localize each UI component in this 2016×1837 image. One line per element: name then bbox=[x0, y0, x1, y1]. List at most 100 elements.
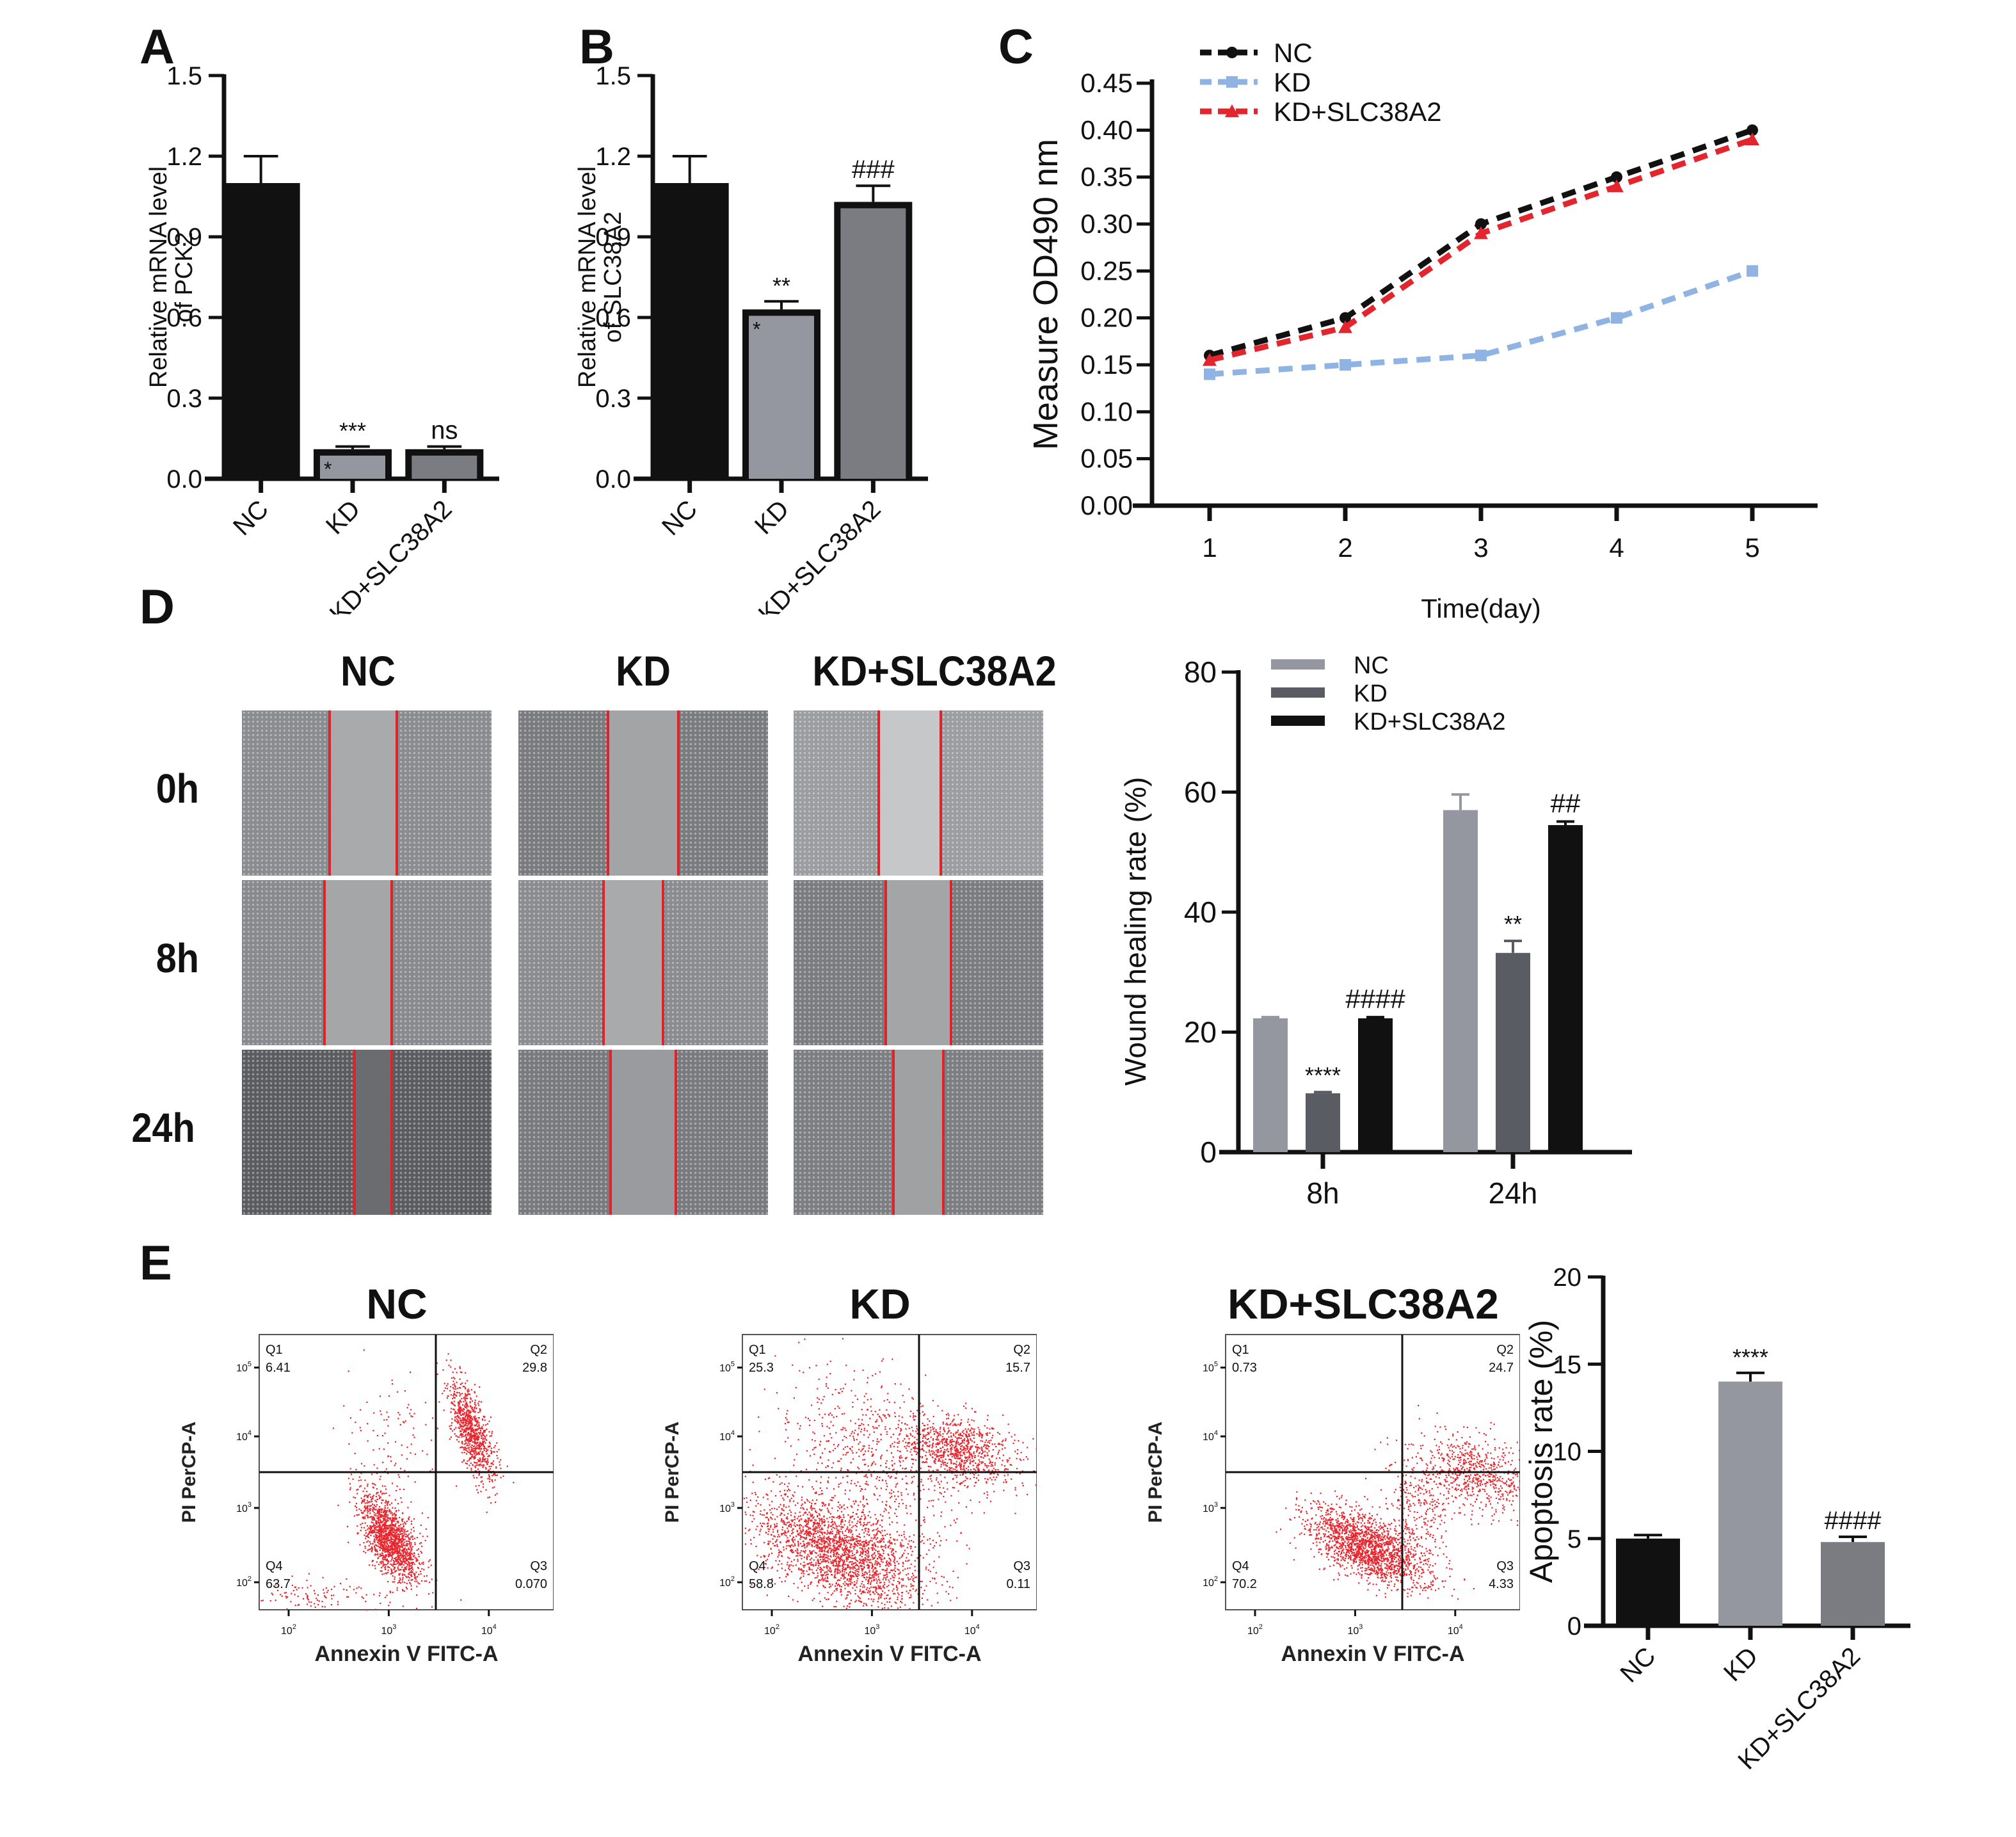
data-point bbox=[1745, 132, 1759, 145]
bar bbox=[1358, 1018, 1393, 1152]
flow-plot-kd-slc38a2: KD+SLC38A2 Q1 0.73 Q2 24.7 Q4 70.2 Q3 4.33 102 103… bbox=[1145, 1280, 1520, 1666]
legend-item: KD bbox=[1200, 67, 1311, 97]
significance-label: **** bbox=[1732, 1344, 1768, 1370]
legend-item: NC bbox=[1271, 652, 1389, 679]
wound-image-kd-slc38a2-8h bbox=[794, 880, 1043, 1045]
wound-image-kd-slc38a2-24h bbox=[794, 1050, 1043, 1215]
significance-label: *** bbox=[339, 418, 366, 444]
x-tick-label: 3 bbox=[1473, 533, 1488, 563]
legend-label: KD+SLC38A2 bbox=[1354, 709, 1506, 735]
y-tick-label: 5 bbox=[1567, 1525, 1581, 1553]
x-tick-label: 5 bbox=[1745, 533, 1759, 563]
y-tick-label: 15 bbox=[1553, 1351, 1582, 1379]
wound-edge-right-line bbox=[940, 710, 943, 876]
y-tick-label: 102 bbox=[1203, 1575, 1218, 1589]
quadrant-value-q1: 25.3 bbox=[749, 1361, 774, 1375]
series-nc bbox=[1204, 124, 1758, 362]
scatter-dots bbox=[743, 1338, 1037, 1610]
wound-image-nc-0h bbox=[242, 710, 492, 876]
wound-gap bbox=[608, 710, 678, 876]
x-tick-label: 2 bbox=[1338, 533, 1352, 563]
scatter-dots bbox=[1276, 1404, 1520, 1600]
wound-edge-right-line bbox=[942, 1050, 945, 1215]
quadrant-value-q2: 24.7 bbox=[1489, 1361, 1514, 1375]
wound-edge-left-line bbox=[328, 710, 331, 876]
y-tick-label: 104 bbox=[1203, 1429, 1218, 1443]
wound-image-kd-8h bbox=[518, 880, 768, 1045]
y-tick-label: 80 bbox=[1184, 655, 1217, 689]
x-tick-label: 103 bbox=[1347, 1623, 1363, 1637]
y-axis-label: Measure OD490 nm bbox=[1027, 139, 1065, 450]
significance-label: **** bbox=[1305, 1062, 1341, 1088]
bar bbox=[1821, 1542, 1885, 1626]
quadrant-label-q4: Q4 bbox=[1232, 1559, 1249, 1573]
y-tick-label: 105 bbox=[719, 1361, 735, 1374]
x-tick-label: KD bbox=[749, 495, 794, 540]
bar bbox=[412, 455, 477, 479]
x-tick-label: 103 bbox=[864, 1623, 879, 1637]
significance-label-inner: * bbox=[324, 458, 332, 481]
legend-label: KD bbox=[1354, 680, 1388, 707]
wound-image-kd-slc38a2-0h bbox=[794, 710, 1043, 876]
wound-gap bbox=[611, 1050, 676, 1215]
significance-label: ** bbox=[1504, 911, 1522, 937]
series-line bbox=[1208, 127, 1754, 358]
panel-label-c: C bbox=[998, 20, 1034, 74]
x-tick-label: 8h bbox=[1306, 1176, 1339, 1210]
wound-gap bbox=[893, 1050, 943, 1215]
x-tick-label: KD bbox=[1718, 1642, 1763, 1687]
x-tick-label: 104 bbox=[481, 1623, 497, 1637]
y-tick-label: 0.45 bbox=[1080, 68, 1133, 98]
bar bbox=[1443, 810, 1478, 1152]
quadrant-value-q1: 6.41 bbox=[266, 1361, 291, 1375]
y-tick-label: 103 bbox=[1203, 1501, 1218, 1514]
y-tick-label: 0.0 bbox=[595, 465, 631, 493]
y-tick-label: 105 bbox=[236, 1361, 252, 1374]
scatter-dots bbox=[260, 1349, 515, 1611]
series-kd-slc38a2 bbox=[1203, 132, 1759, 366]
wound-edge-right-line bbox=[674, 1050, 677, 1215]
y-tick-label: 0.35 bbox=[1080, 162, 1133, 192]
wound-edge-left-line bbox=[877, 710, 880, 876]
wound-image-nc-8h bbox=[242, 880, 492, 1045]
wound-row-label-0h: 0h bbox=[156, 766, 199, 812]
chart-a-pck2-mrna: 0.0 0.3 0.6 0.9 1.2 1.5 Relative mRNA levelof … bbox=[147, 62, 499, 614]
bar bbox=[1253, 1018, 1288, 1152]
significance-label: ** bbox=[772, 273, 790, 299]
y-tick-label: 0.6 bbox=[595, 304, 631, 332]
quadrant-value-q4: 70.2 bbox=[1232, 1577, 1257, 1591]
significance-label: ### bbox=[852, 156, 895, 184]
y-tick-label: 60 bbox=[1184, 776, 1217, 809]
significance-label-inner: * bbox=[753, 317, 760, 341]
x-tick-label: NC bbox=[657, 495, 703, 541]
quadrant-label-q2: Q2 bbox=[1013, 1343, 1030, 1357]
panel-label-b: B bbox=[579, 20, 614, 74]
y-axis-label: of SLC38A2 bbox=[600, 212, 627, 343]
y-tick-label: 0.30 bbox=[1080, 209, 1133, 239]
bar bbox=[320, 455, 385, 479]
quadrant-label-q4: Q4 bbox=[749, 1559, 766, 1573]
bar bbox=[1306, 1093, 1340, 1152]
bar bbox=[1496, 952, 1530, 1152]
data-point bbox=[1340, 359, 1351, 371]
wound-image-kd-24h bbox=[518, 1050, 768, 1215]
wound-gap bbox=[354, 1050, 392, 1215]
wound-edge-right-line bbox=[676, 710, 680, 876]
wound-col-title-kd-slc38a2: KD+SLC38A2 bbox=[812, 647, 1057, 694]
y-tick-label: 0.40 bbox=[1080, 115, 1133, 145]
data-point bbox=[1611, 171, 1622, 183]
y-tick-label: 0.9 bbox=[166, 223, 202, 252]
x-tick-label: 104 bbox=[1448, 1623, 1463, 1637]
wound-gap bbox=[603, 880, 664, 1045]
flow-plot-title: NC bbox=[366, 1280, 427, 1328]
bar bbox=[1718, 1381, 1782, 1626]
legend-swatch bbox=[1271, 659, 1325, 670]
data-point bbox=[1747, 265, 1758, 277]
x-tick-label: KD bbox=[321, 495, 365, 540]
quadrant-label-q1: Q1 bbox=[266, 1343, 283, 1357]
legend-label: KD+SLC38A2 bbox=[1274, 97, 1442, 127]
legend-item: KD+SLC38A2 bbox=[1271, 709, 1506, 735]
quadrant-label-q1: Q1 bbox=[749, 1343, 766, 1357]
